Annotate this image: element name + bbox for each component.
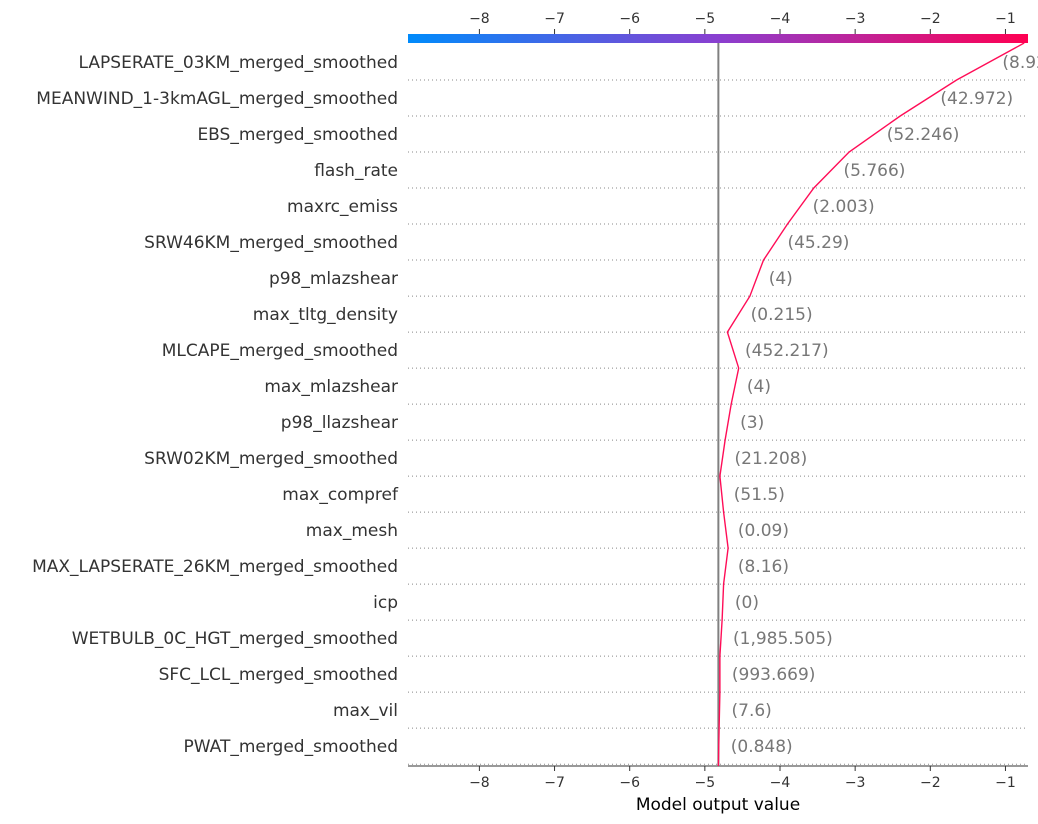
feature-value-label: (5.766) (843, 161, 905, 181)
feature-value-label: (4) (769, 269, 793, 289)
feature-value-label: (993.669) (732, 665, 816, 685)
feature-label: MLCAPE_merged_smoothed (162, 341, 398, 361)
feature-value-label: (1,985.505) (733, 629, 833, 649)
feature-value-label: (0.848) (731, 737, 793, 757)
bottom-tick-label: −1 (995, 775, 1016, 791)
color-bar (408, 34, 1028, 43)
row-gridlines (408, 79, 1028, 765)
feature-value-label: (452.217) (745, 341, 829, 361)
x-axis-ticks: −8 −8 −7 −7 −6 −6 −5 −5 −4 −4 −3 −3 −2 −2 −1 −1 (469, 11, 1016, 791)
top-tick-label: −1 (995, 11, 1016, 27)
feature-value-label: (0.215) (751, 305, 813, 325)
feature-value-label: (0.09) (738, 521, 789, 541)
feature-label: max_vil (333, 701, 398, 721)
feature-value-label: (8.16) (738, 557, 789, 577)
bottom-tick-label: −7 (544, 775, 565, 791)
feature-values: (8.928) (42.972) (52.246) (5.766) (2.003) (45… (731, 53, 1038, 757)
bottom-tick-label: −5 (695, 775, 716, 791)
top-tick-label: −4 (770, 11, 791, 27)
top-tick-label: −2 (920, 11, 941, 27)
bottom-tick-label: −3 (845, 775, 866, 791)
top-tick-label: −6 (619, 11, 640, 27)
feature-label: max_mesh (306, 521, 398, 541)
feature-label: max_compref (282, 485, 399, 505)
feature-value-label: (45.29) (787, 233, 849, 253)
feature-value-label: (42.972) (940, 89, 1013, 109)
feature-label: EBS_merged_smoothed (197, 125, 398, 145)
feature-label: PWAT_merged_smoothed (184, 737, 398, 757)
bottom-tick-label: −4 (770, 775, 791, 791)
feature-value-label: (0) (735, 593, 759, 613)
feature-value-label: (4) (747, 377, 771, 397)
feature-label: flash_rate (314, 161, 398, 181)
top-tick-label: −7 (544, 11, 565, 27)
feature-label: MAX_LAPSERATE_26KM_merged_smoothed (32, 557, 398, 577)
feature-value-label: (21.208) (735, 449, 808, 469)
feature-label: WETBULB_0C_HGT_merged_smoothed (72, 629, 398, 649)
feature-label: icp (373, 593, 398, 613)
feature-label: LAPSERATE_03KM_merged_smoothed (79, 53, 398, 73)
feature-label: max_mlazshear (264, 377, 398, 397)
x-axis-label: Model output value (636, 795, 800, 815)
feature-value-label: (8.928) (1002, 53, 1038, 73)
feature-label: maxrc_emiss (287, 197, 398, 217)
bottom-tick-label: −6 (619, 775, 640, 791)
feature-value-label: (51.5) (734, 485, 785, 505)
feature-value-label: (3) (740, 413, 764, 433)
feature-value-label: (2.003) (813, 197, 875, 217)
feature-label: p98_llazshear (281, 413, 398, 433)
top-tick-label: −8 (469, 11, 490, 27)
decision-path (717, 42, 1025, 767)
top-tick-label: −5 (695, 11, 716, 27)
feature-labels: LAPSERATE_03KM_merged_smoothed MEANWIND_1… (32, 53, 399, 757)
top-tick-label: −3 (845, 11, 866, 27)
feature-label: p98_mlazshear (269, 269, 398, 289)
feature-label: SFC_LCL_merged_smoothed (159, 665, 398, 685)
feature-label: SRW02KM_merged_smoothed (144, 449, 398, 469)
feature-value-label: (52.246) (887, 125, 960, 145)
bottom-tick-label: −2 (920, 775, 941, 791)
feature-label: SRW46KM_merged_smoothed (144, 233, 398, 253)
feature-value-label: (7.6) (732, 701, 772, 721)
feature-label: max_tltg_density (253, 305, 398, 325)
bottom-tick-label: −8 (469, 775, 490, 791)
feature-label: MEANWIND_1-3kmAGL_merged_smoothed (36, 89, 398, 109)
